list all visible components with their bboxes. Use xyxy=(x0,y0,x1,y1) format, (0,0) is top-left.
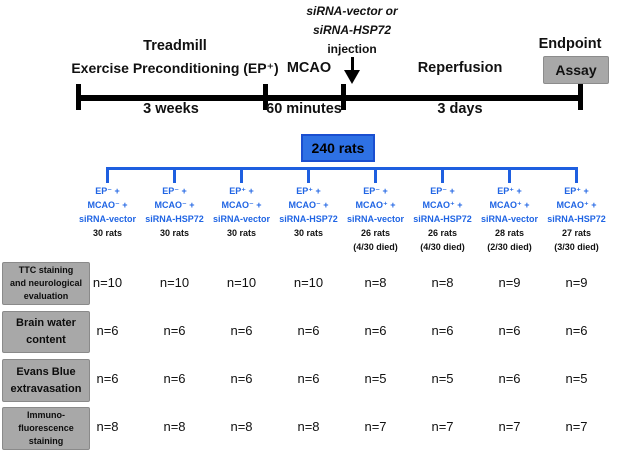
n-values-ttc-row: n=10 n=10 n=10 n=10 n=8 n=8 n=9 n=9 xyxy=(74,275,610,290)
duration-60-minutes: 60 minutes xyxy=(266,101,342,117)
n-value: n=10 xyxy=(92,275,123,290)
n-value: n=7 xyxy=(364,419,387,434)
n-value: n=6 xyxy=(565,323,588,338)
row-label-immunofluorescence: Immuno- fluorescence staining xyxy=(2,407,90,450)
branch-line xyxy=(307,167,310,183)
n-value: n=6 xyxy=(431,323,454,338)
sirna-hsp72-text: siRNA-HSP72 xyxy=(312,23,392,37)
row-label-brain-water: Brain water content xyxy=(2,311,90,353)
group-7: EP⁺ + MCAO⁺ + siRNA-vector 28 rats (2/30… xyxy=(480,186,538,252)
n-value: n=8 xyxy=(364,275,387,290)
branch-line xyxy=(374,167,377,183)
n-value: n=6 xyxy=(498,323,521,338)
timeline-tick-start xyxy=(76,84,81,110)
n-value: n=8 xyxy=(163,419,186,434)
n-value: n=6 xyxy=(163,323,186,338)
row-label-ttc-staining: TTC staining and neurological evaluation xyxy=(2,262,90,305)
n-value: n=8 xyxy=(96,419,119,434)
total-rats-box: 240 rats xyxy=(301,134,375,162)
n-value: n=7 xyxy=(498,419,521,434)
tree-branch-stubs xyxy=(74,167,610,183)
n-value: n=10 xyxy=(159,275,190,290)
group-labels-row: EP⁻ + MCAO⁻ + siRNA-vector 30 rats EP⁻ +… xyxy=(74,184,610,254)
n-value: n=6 xyxy=(297,371,320,386)
branch-line xyxy=(575,167,578,183)
exercise-preconditioning-label: Exercise Preconditioning (EP⁺) xyxy=(71,60,279,76)
duration-3-weeks: 3 weeks xyxy=(143,101,199,117)
injection-arrowhead-icon xyxy=(344,70,360,84)
n-value: n=6 xyxy=(163,371,186,386)
branch-line xyxy=(441,167,444,183)
group-3: EP⁺ + MCAO⁻ + siRNA-vector 30 rats xyxy=(212,186,270,238)
reperfusion-label: Reperfusion xyxy=(417,60,503,76)
n-value: n=8 xyxy=(297,419,320,434)
n-value: n=6 xyxy=(230,323,253,338)
row-label-evans-blue: Evans Blue extravasation xyxy=(2,359,90,402)
group-4: EP⁺ + MCAO⁻ + siRNA-HSP72 30 rats xyxy=(279,186,338,238)
branch-line xyxy=(106,167,109,183)
timeline-tick-mcao xyxy=(263,84,268,110)
timeline-bar xyxy=(76,95,583,101)
n-values-brain-water-row: n=6 n=6 n=6 n=6 n=6 n=6 n=6 n=6 xyxy=(74,323,610,338)
sirna-vector-text: siRNA-vector or xyxy=(306,4,398,18)
n-value: n=9 xyxy=(498,275,521,290)
tree-horizontal-line xyxy=(107,167,577,170)
group-2: EP⁻ + MCAO⁻ + siRNA-HSP72 30 rats xyxy=(145,186,204,238)
group-6: EP⁻ + MCAO⁺ + siRNA-HSP72 26 rats (4/30 … xyxy=(413,186,472,252)
mcao-label: MCAO xyxy=(286,60,332,76)
injection-arrow-icon xyxy=(351,57,354,72)
treadmill-label: Treadmill xyxy=(143,38,207,54)
n-value: n=5 xyxy=(364,371,387,386)
injection-text: injection xyxy=(327,42,377,56)
n-values-immunofluorescence-row: n=8 n=8 n=8 n=8 n=7 n=7 n=7 n=7 xyxy=(74,419,610,434)
duration-3-days: 3 days xyxy=(437,101,483,117)
n-value: n=8 xyxy=(230,419,253,434)
timeline-tick-reperfusion xyxy=(341,84,346,110)
n-value: n=10 xyxy=(226,275,257,290)
branch-line xyxy=(173,167,176,183)
n-value: n=6 xyxy=(96,323,119,338)
group-8: EP⁺ + MCAO⁺ + siRNA-HSP72 27 rats (3/30 … xyxy=(547,186,606,252)
n-value: n=9 xyxy=(565,275,588,290)
total-rats-label: 240 rats xyxy=(311,140,365,156)
n-value: n=7 xyxy=(431,419,454,434)
n-value: n=8 xyxy=(431,275,454,290)
n-value: n=10 xyxy=(293,275,324,290)
group-5: EP⁻ + MCAO⁺ + siRNA-vector 26 rats (4/30… xyxy=(346,186,404,252)
n-value: n=6 xyxy=(230,371,253,386)
timeline-tick-end xyxy=(578,84,583,110)
n-value: n=6 xyxy=(297,323,320,338)
endpoint-label: Endpoint xyxy=(538,36,602,52)
assay-box-label: Assay xyxy=(555,62,597,78)
assay-box: Assay xyxy=(543,56,609,84)
n-value: n=6 xyxy=(498,371,521,386)
n-value: n=7 xyxy=(565,419,588,434)
injection-annotation: siRNA-vector or siRNA-HSP72 injection xyxy=(272,2,432,59)
n-value: n=6 xyxy=(364,323,387,338)
branch-line xyxy=(240,167,243,183)
n-values-evans-blue-row: n=6 n=6 n=6 n=6 n=5 n=5 n=6 n=5 xyxy=(74,371,610,386)
n-value: n=5 xyxy=(565,371,588,386)
branch-line xyxy=(508,167,511,183)
group-1: EP⁻ + MCAO⁻ + siRNA-vector 30 rats xyxy=(78,186,136,238)
n-value: n=6 xyxy=(96,371,119,386)
n-value: n=5 xyxy=(431,371,454,386)
